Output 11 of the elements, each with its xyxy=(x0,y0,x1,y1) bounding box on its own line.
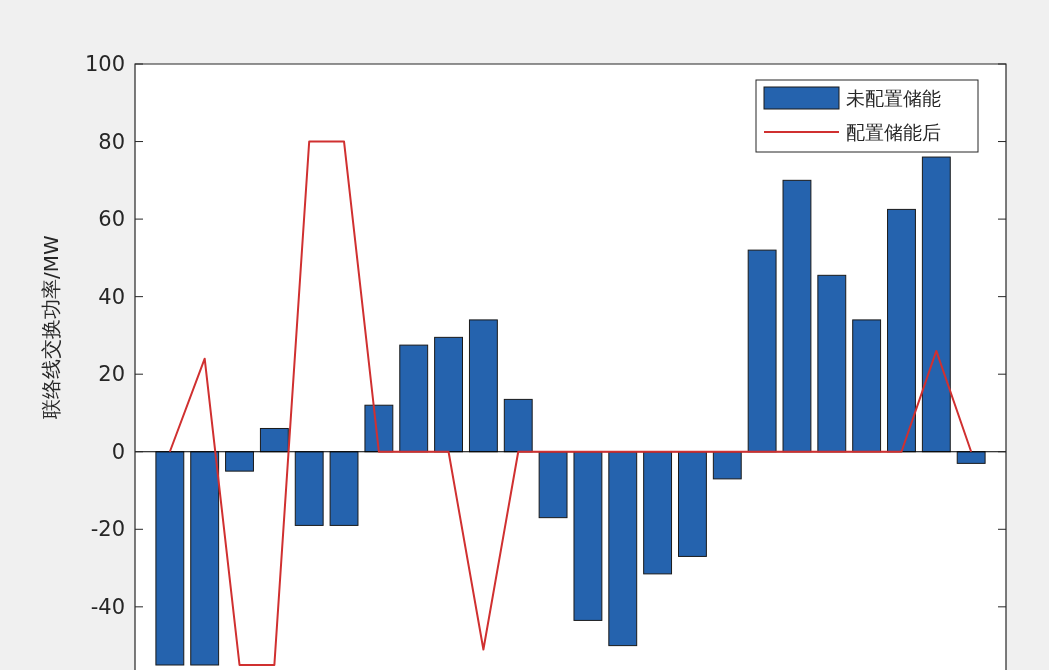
y-tick-label: 60 xyxy=(98,207,125,232)
legend-label: 配置储能后 xyxy=(846,121,941,143)
y-tick-label: -40 xyxy=(90,594,125,619)
y-axis-title: 联络线交换功率/MW xyxy=(39,234,63,419)
legend-label: 未配置储能 xyxy=(846,87,941,109)
y-tick-label: -20 xyxy=(90,517,125,542)
y-tick-label: 100 xyxy=(84,52,125,76)
y-tick-label: 40 xyxy=(98,284,125,309)
y-tick-label: 20 xyxy=(98,362,125,387)
y-tick-label: 80 xyxy=(98,129,125,154)
y-tick-label: 0 xyxy=(111,439,125,464)
